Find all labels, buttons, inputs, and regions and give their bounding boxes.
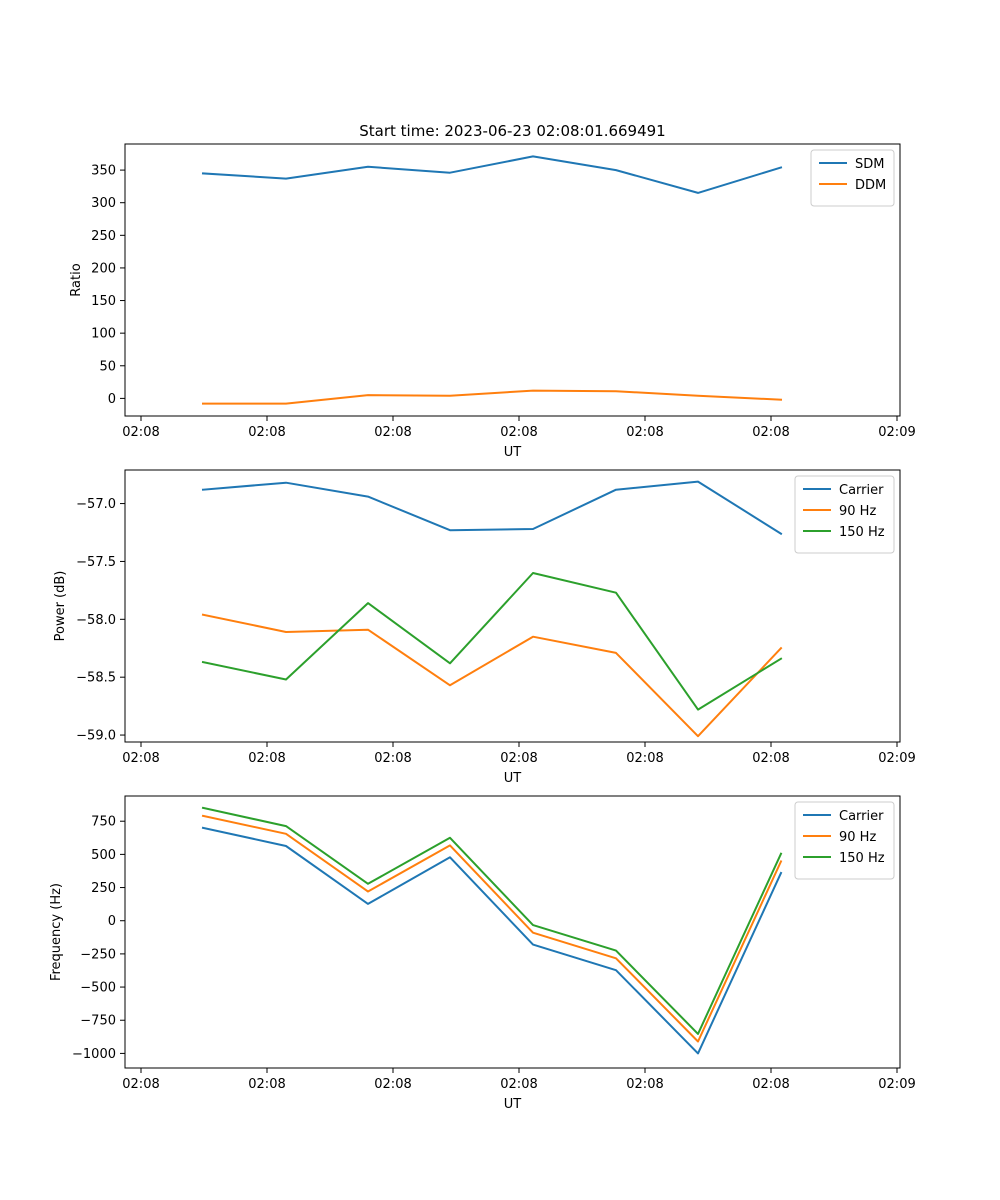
legend-label: 90 Hz: [839, 504, 876, 519]
x-tick-label: 02:08: [122, 751, 159, 766]
legend-label: 150 Hz: [839, 525, 885, 540]
y-tick-label: 0: [108, 392, 116, 407]
y-tick-label: 250: [91, 229, 116, 244]
legend-box: [794, 801, 895, 880]
axes-frame: [124, 469, 901, 743]
series-line-ratio-1: [202, 389, 783, 405]
y-tick-label: 150: [91, 294, 116, 309]
y-tick-label: 300: [91, 196, 116, 211]
plot-ratio: 02:08 02:08 02:08 02:08 02:08 02:08 02:09 0 50 10…: [69, 143, 916, 460]
x-tick-label: 02:08: [122, 1077, 159, 1092]
series-line-power-1: [201, 613, 783, 738]
y-tick-label: −58.5: [76, 671, 116, 686]
y-tick-label: 350: [91, 164, 116, 179]
legend: Carrier 90 Hz 150 Hz: [794, 475, 895, 554]
legend-label: SDM: [855, 157, 884, 172]
x-tick-label: 02:08: [374, 1077, 411, 1092]
y-tick-label: −750: [80, 1014, 116, 1029]
y-tick-label: −57.5: [76, 555, 116, 570]
x-axis-label: UT: [504, 771, 522, 786]
series-line-power-0: [201, 480, 783, 536]
y-tick-label: 750: [91, 815, 116, 830]
x-axis-label: UT: [504, 445, 522, 460]
series-line-frequency-2: [201, 806, 783, 1035]
legend-box: [794, 475, 895, 554]
x-tick-label: 02:08: [374, 751, 411, 766]
series-line-frequency-1: [201, 814, 783, 1043]
y-tick-label: −57.0: [76, 497, 116, 512]
y-tick-label: 500: [91, 848, 116, 863]
axes-frame: [124, 795, 901, 1069]
legend-label: DDM: [855, 178, 886, 193]
y-tick-label: 0: [108, 914, 116, 929]
y-tick-label: 250: [91, 881, 116, 896]
y-tick-label: −1000: [72, 1047, 116, 1062]
y-tick-label: 100: [91, 327, 116, 342]
legend-label: Carrier: [839, 809, 884, 824]
legend-label: 90 Hz: [839, 830, 876, 845]
y-axis-label: Frequency (Hz): [49, 883, 64, 981]
x-tick-label: 02:09: [878, 751, 915, 766]
y-axis-label: Ratio: [69, 263, 84, 296]
legend-label: Carrier: [839, 483, 884, 498]
plot-power: 02:08 02:08 02:08 02:08 02:08 02:08 02:09 −59.0…: [53, 469, 916, 786]
x-tick-label: 02:08: [626, 1077, 663, 1092]
x-tick-label: 02:08: [248, 425, 285, 440]
x-tick-label: 02:08: [752, 751, 789, 766]
y-tick-label: 200: [91, 261, 116, 276]
x-tick-label: 02:08: [374, 425, 411, 440]
y-tick-label: −250: [80, 947, 116, 962]
series-line-frequency-0: [201, 826, 783, 1055]
legend: Carrier 90 Hz 150 Hz: [794, 801, 895, 880]
legend: SDM DDM: [810, 149, 895, 207]
x-tick-label: 02:09: [878, 1077, 915, 1092]
x-tick-label: 02:08: [500, 751, 537, 766]
x-tick-label: 02:08: [248, 1077, 285, 1092]
legend-label: 150 Hz: [839, 851, 885, 866]
x-tick-label: 02:08: [500, 425, 537, 440]
x-tick-label: 02:08: [248, 751, 285, 766]
y-tick-label: −500: [80, 981, 116, 996]
x-tick-label: 02:08: [500, 1077, 537, 1092]
x-tick-label: 02:09: [878, 425, 915, 440]
series-line-power-2: [201, 572, 783, 711]
y-tick-label: 50: [99, 359, 116, 374]
y-axis-label: Power (dB): [53, 571, 68, 642]
axes-frame: [124, 143, 901, 417]
series-line-ratio-0: [201, 155, 783, 194]
x-tick-label: 02:08: [626, 425, 663, 440]
x-axis-label: UT: [504, 1097, 522, 1112]
x-tick-label: 02:08: [626, 751, 663, 766]
figure-title: Start time: 2023-06-23 02:08:01.669491: [359, 122, 665, 140]
y-tick-label: −59.0: [76, 729, 116, 744]
plot-frequency: 02:08 02:08 02:08 02:08 02:08 02:08 02:09 −1000…: [49, 795, 916, 1112]
x-tick-label: 02:08: [752, 425, 789, 440]
x-tick-label: 02:08: [752, 1077, 789, 1092]
x-tick-label: 02:08: [122, 425, 159, 440]
y-tick-label: −58.0: [76, 613, 116, 628]
